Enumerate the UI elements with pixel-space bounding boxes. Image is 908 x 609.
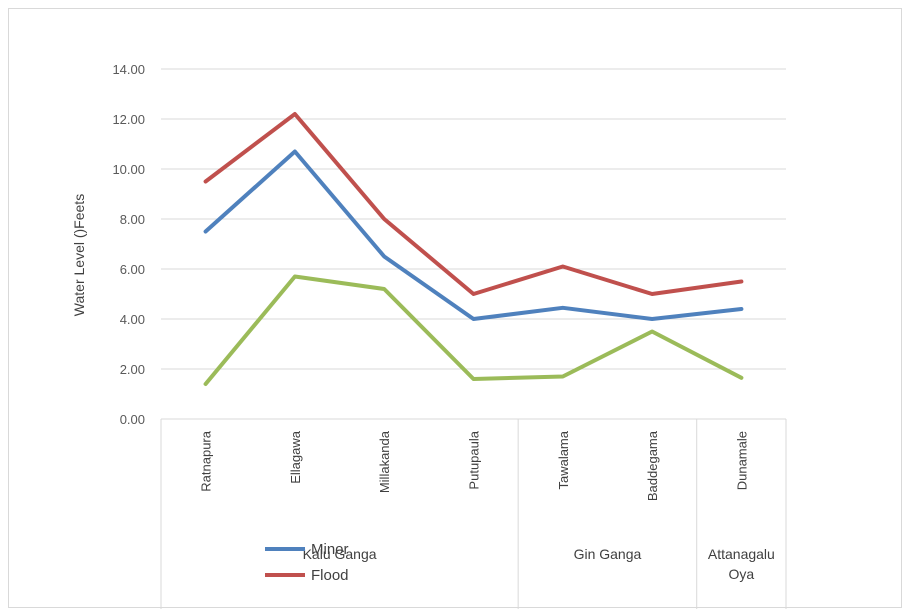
chart-area: 0.00 2.00 4.00 6.00 8.00 10.00 12.00 14.00 Kalu… xyxy=(8,8,902,609)
y-axis-title: Water Level ()Feets xyxy=(71,194,87,316)
series-line xyxy=(203,274,744,386)
series-line xyxy=(203,112,744,296)
group-label-line: Kalu Ganga xyxy=(303,546,377,562)
group-label-line: Oya xyxy=(729,566,755,582)
x-tick-label: Millakanda xyxy=(377,430,392,493)
gridlines xyxy=(161,68,786,370)
y-tick-label: 14.00 xyxy=(112,62,145,77)
group-label-line: Attanagalu xyxy=(708,546,775,562)
x-tick-label: Ratnapura xyxy=(199,430,214,491)
y-tick-label: 6.00 xyxy=(120,262,145,277)
group-label: Kalu Ganga xyxy=(303,546,377,562)
group-label: Gin Ganga xyxy=(574,546,642,562)
series-line xyxy=(203,149,744,321)
line-chart: 0.00 2.00 4.00 6.00 8.00 10.00 12.00 14.00 Kalu… xyxy=(71,62,787,609)
y-tick-label: 12.00 xyxy=(112,112,145,127)
legend-label: Minor xyxy=(311,541,349,558)
group-label: Attanagalu Oya xyxy=(708,546,775,582)
series-lines xyxy=(203,112,744,386)
legend-label: Flood xyxy=(311,567,349,584)
x-tick-label: Putupaula xyxy=(467,430,482,489)
x-tick-label: Ellagawa xyxy=(288,430,303,484)
y-tick-label: 10.00 xyxy=(112,162,145,177)
y-tick-label: 8.00 xyxy=(120,212,145,227)
y-axis-ticks: 0.00 2.00 4.00 6.00 8.00 10.00 12.00 14.00 xyxy=(112,62,145,427)
legend: Minor Flood xyxy=(265,541,349,584)
x-axis: Kalu Ganga Gin Ganga Attanagalu Oya Ratnapur… xyxy=(160,418,787,609)
x-tick-label: Tawalama xyxy=(556,430,571,489)
x-tick-label: Baddegama xyxy=(645,430,660,501)
y-tick-label: 0.00 xyxy=(120,412,145,427)
x-tick-label: Dunamale xyxy=(734,431,749,490)
y-tick-label: 4.00 xyxy=(120,312,145,327)
y-tick-label: 2.00 xyxy=(120,362,145,377)
group-label-line: Gin Ganga xyxy=(574,546,642,562)
